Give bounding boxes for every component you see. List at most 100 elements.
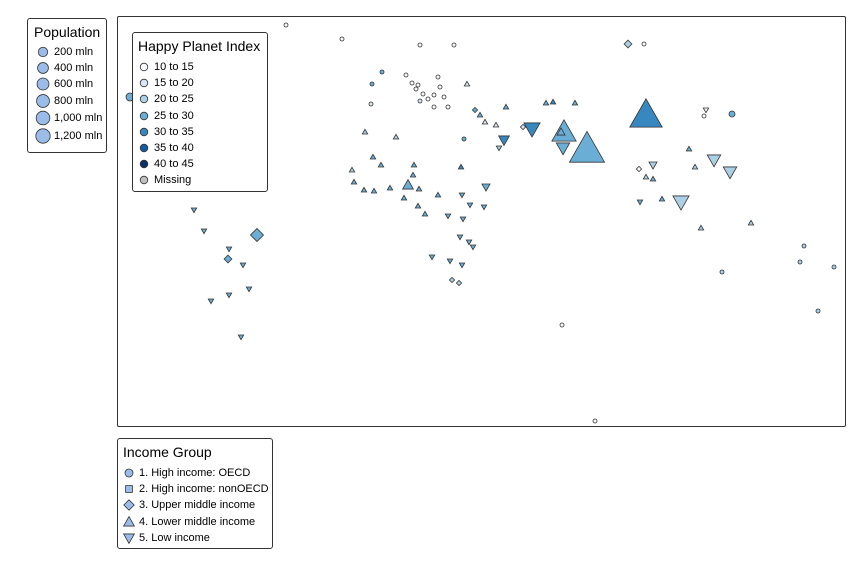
- country-marker: [400, 194, 408, 201]
- income-legend-item-row: 1. High income: OECD: [118, 465, 272, 481]
- income-legend: Income Group 1. High income: OECD 2. High…: [117, 438, 273, 549]
- country-marker: [369, 153, 377, 160]
- income-legend-item-symbol: [123, 499, 135, 512]
- country-marker: [555, 142, 571, 156]
- country-marker: [697, 224, 705, 231]
- country-marker: [370, 187, 378, 194]
- country-marker: [377, 161, 385, 168]
- country-marker: [237, 334, 245, 341]
- country-marker: [831, 264, 837, 270]
- hpi-legend-item-row: Missing: [133, 172, 267, 188]
- country-marker: [350, 178, 358, 185]
- country-marker: [636, 199, 644, 206]
- income-legend-item-label: 5. Low income: [139, 531, 210, 544]
- population-legend-title: Population: [34, 24, 101, 40]
- population-legend-item-label: 200 mln: [54, 46, 94, 58]
- hpi-legend-item-row: 20 to 25: [133, 91, 267, 107]
- country-marker: [223, 254, 233, 264]
- country-marker: [463, 80, 471, 87]
- country-marker: [368, 101, 374, 107]
- hpi-legend-item-row: 15 to 20: [133, 75, 267, 91]
- country-marker: [658, 195, 666, 202]
- country-marker: [706, 154, 722, 168]
- country-marker: [702, 107, 710, 114]
- income-legend-item-symbol: [122, 533, 136, 545]
- population-legend-item-row: 200 mln: [28, 44, 106, 60]
- country-marker: [348, 166, 356, 173]
- country-marker: [456, 234, 464, 241]
- country-marker: [469, 244, 477, 251]
- country-marker: [465, 239, 473, 246]
- hpi-legend-item-label: Missing: [154, 174, 192, 187]
- population-legend-item-symbol: [36, 77, 50, 91]
- country-marker: [410, 161, 418, 168]
- population-legend-item-symbol: [37, 62, 49, 74]
- country-marker: [672, 195, 690, 211]
- country-marker: [339, 36, 345, 42]
- country-marker: [369, 81, 375, 87]
- country-marker: [497, 135, 511, 147]
- country-marker: [691, 163, 699, 170]
- country-marker: [571, 99, 579, 106]
- country-marker: [542, 99, 550, 106]
- country-marker: [249, 227, 265, 243]
- country-marker: [556, 127, 566, 136]
- income-legend-item-row: 3. Upper middle income: [118, 497, 272, 513]
- population-legend-item-label: 1,000 mln: [54, 112, 103, 124]
- country-marker: [225, 246, 233, 253]
- population-legend-item-label: 1,200 mln: [54, 130, 103, 142]
- country-marker: [797, 259, 803, 265]
- country-marker: [283, 22, 289, 28]
- country-marker: [641, 41, 647, 47]
- country-marker: [200, 228, 208, 235]
- country-marker: [649, 175, 657, 182]
- country-marker: [403, 72, 409, 78]
- income-legend-item-symbol: [122, 515, 136, 527]
- hpi-legend-item-row: 25 to 30: [133, 108, 267, 124]
- hpi-legend-item-label: 25 to 30: [154, 109, 194, 122]
- hpi-legend-item-label: 30 to 35: [154, 125, 194, 138]
- income-legend-item-label: 1. High income: OECD: [139, 467, 251, 479]
- country-marker: [245, 286, 253, 293]
- country-marker: [392, 133, 400, 140]
- country-marker: [701, 113, 707, 119]
- country-marker: [495, 145, 503, 152]
- income-legend-title: Income Group: [123, 444, 212, 460]
- hpi-legend-item-symbol: [139, 159, 149, 169]
- country-marker: [413, 86, 419, 92]
- country-marker: [409, 171, 417, 178]
- hpi-legend-item-row: 30 to 35: [133, 124, 267, 140]
- hpi-legend-item-symbol: [139, 127, 149, 136]
- country-marker: [417, 98, 423, 104]
- country-marker: [635, 165, 643, 173]
- hpi-legend-item-label: 10 to 15: [154, 61, 194, 73]
- income-legend-item-label: 4. Lower middle income: [139, 515, 256, 528]
- country-marker: [415, 185, 423, 192]
- country-marker: [722, 166, 738, 180]
- country-marker: [409, 80, 415, 86]
- country-marker: [685, 145, 693, 152]
- population-legend-item-label: 800 mln: [54, 95, 94, 107]
- country-marker: [801, 243, 807, 249]
- hpi-legend-item-label: 35 to 40: [154, 142, 194, 154]
- country-marker: [425, 96, 431, 102]
- income-legend-item-symbol: [124, 468, 134, 478]
- population-legend-item-symbol: [35, 128, 51, 144]
- country-marker: [239, 262, 247, 269]
- hpi-legend-item-row: 35 to 40: [133, 140, 267, 156]
- population-legend-item-symbol: [35, 110, 51, 126]
- hpi-legend-item-label: 40 to 45: [154, 158, 194, 171]
- population-legend-item-row: 800 mln: [28, 93, 106, 109]
- country-marker: [207, 298, 215, 305]
- map-symbols: [125, 22, 837, 424]
- country-marker: [719, 269, 725, 275]
- population-legend-item-row: 1,000 mln: [28, 110, 106, 126]
- country-marker: [459, 216, 467, 223]
- country-marker: [401, 178, 415, 190]
- country-marker: [435, 74, 441, 80]
- income-legend-item-row: 4. Lower middle income: [118, 514, 272, 530]
- country-marker: [481, 183, 491, 192]
- hpi-legend-title: Happy Planet Index: [138, 38, 261, 54]
- country-marker: [629, 97, 663, 128]
- income-legend-item-label: 3. Upper middle income: [139, 499, 256, 512]
